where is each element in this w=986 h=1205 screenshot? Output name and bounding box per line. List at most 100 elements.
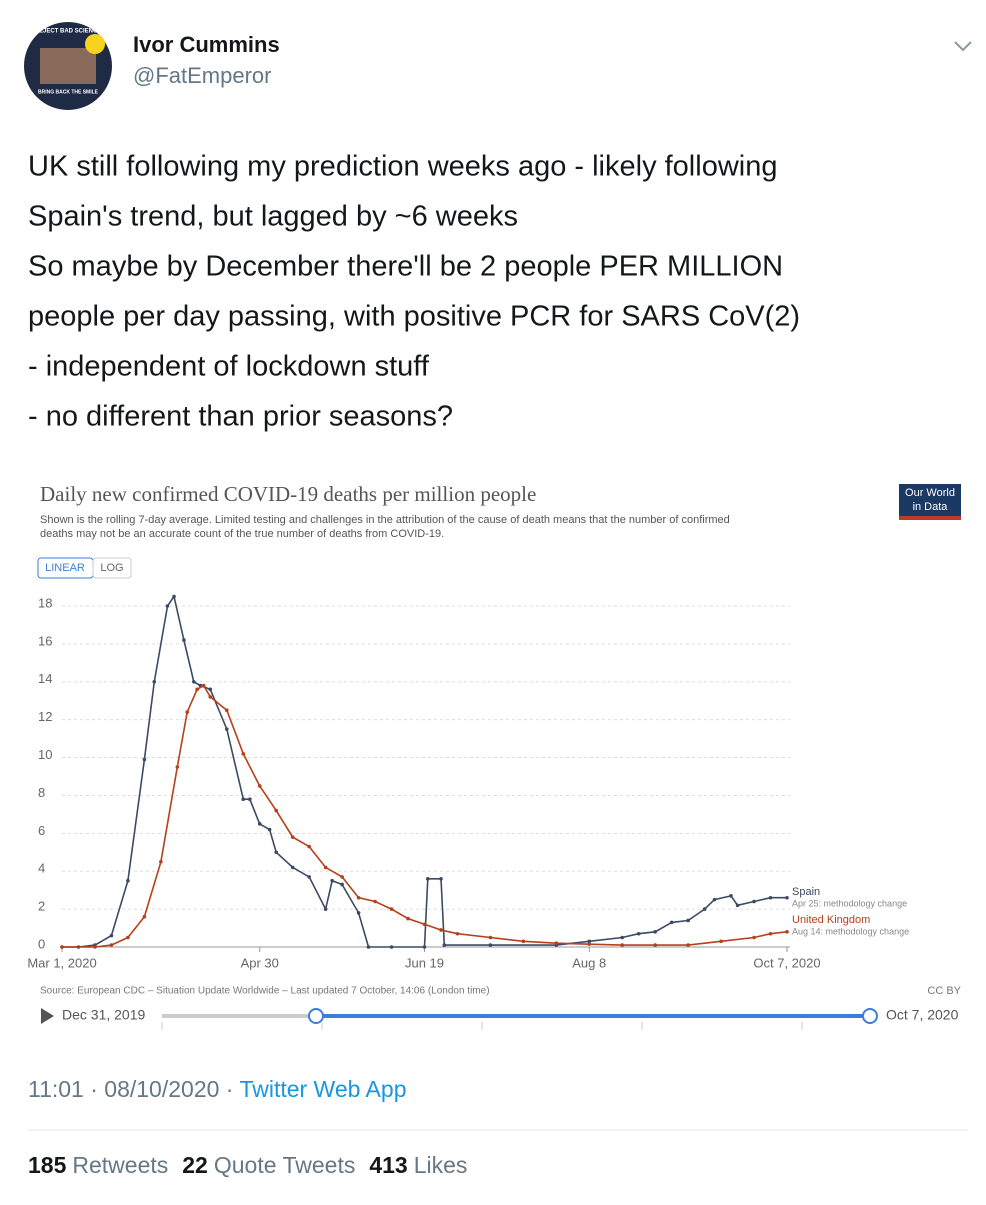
data-point — [636, 931, 641, 936]
data-point — [356, 911, 361, 915]
data-point — [182, 638, 186, 642]
y-tick-label: 4 — [38, 861, 45, 876]
data-point — [425, 877, 430, 881]
data-point — [669, 920, 674, 925]
chart-subtitle: Shown is the rolling 7-day average. Limi… — [40, 514, 730, 526]
data-point — [201, 683, 206, 688]
data-point — [620, 935, 625, 940]
user-name[interactable]: Ivor Cummins — [133, 32, 280, 57]
tweet-line: people per day passing, with positive PC… — [28, 301, 800, 333]
x-tick-label: Aug 8 — [572, 955, 606, 970]
linear-label: LINEAR — [45, 562, 85, 574]
data-point — [109, 943, 114, 947]
client[interactable]: Twitter Web App — [239, 1076, 406, 1102]
owid-logo-text: Our World — [905, 487, 955, 499]
y-tick-label: 10 — [38, 747, 52, 762]
y-tick-label: 8 — [38, 785, 45, 800]
timestamp[interactable]: 11:01 · 08/10/2020 · Twitter Web App — [28, 1076, 406, 1102]
x-tick-label: Apr 30 — [241, 955, 279, 970]
source-note: Source: European CDC – Situation Update … — [40, 986, 490, 997]
series-note: Apr 25: methodology change — [792, 898, 907, 908]
avatar-text: REJECT BAD SCIENCE — [35, 29, 102, 35]
data-point — [323, 907, 328, 911]
data-point — [587, 939, 592, 944]
y-tick-label: 12 — [38, 709, 52, 724]
data-point — [785, 895, 789, 900]
data-point — [455, 931, 460, 936]
data-point — [488, 935, 493, 940]
data-point — [356, 895, 361, 900]
data-point — [389, 907, 394, 911]
tweet-line: Spain's trend, but lagged by ~6 weeks — [28, 201, 518, 233]
license: CC BY — [927, 985, 961, 997]
data-point — [274, 808, 279, 813]
x-tick-label: Mar 1, 2020 — [27, 955, 96, 970]
data-point — [768, 895, 773, 900]
data-point — [768, 931, 773, 936]
x-tick-label: Jun 19 — [405, 955, 444, 970]
series-line — [62, 684, 788, 948]
data-point — [735, 903, 740, 908]
data-point — [323, 865, 328, 870]
data-point — [653, 930, 657, 934]
data-point — [290, 865, 295, 870]
data-point — [340, 875, 344, 879]
owid-logo-bar — [899, 516, 961, 520]
play-button[interactable] — [41, 1008, 54, 1024]
tweet-line: So maybe by December there'll be 2 peopl… — [28, 251, 783, 283]
data-point — [389, 945, 394, 949]
data-point — [257, 784, 262, 788]
data-point — [752, 935, 756, 940]
stat-count: 413 — [369, 1152, 407, 1178]
data-point — [208, 695, 213, 699]
owid-logo[interactable] — [899, 484, 961, 520]
tweet-line: UK still following my prediction weeks a… — [28, 151, 777, 183]
y-tick-label: 6 — [38, 823, 45, 838]
timeline-start: Dec 31, 2019 — [62, 1007, 145, 1023]
timeline-ticks — [161, 1022, 803, 1030]
y-tick-label: 16 — [38, 633, 52, 648]
data-point — [159, 859, 163, 864]
chart-subtitle: deaths may not be an accurate count of t… — [40, 528, 444, 540]
tweet-text: UK still following my prediction weeks a… — [28, 151, 800, 433]
data-point — [686, 918, 690, 923]
data-point — [620, 943, 625, 947]
log-label: LOG — [100, 562, 123, 574]
data-point — [224, 727, 229, 731]
data-point — [330, 878, 335, 883]
data-point — [241, 751, 246, 756]
time: 11:01 · 08/10/2020 — [28, 1076, 219, 1102]
data-point — [224, 708, 229, 712]
series-label: Spain — [792, 886, 820, 898]
stat-label: Quote Tweets — [214, 1152, 356, 1178]
data-point — [60, 945, 64, 949]
data-point — [554, 941, 559, 946]
data-point — [257, 822, 262, 826]
data-point — [142, 914, 147, 919]
avatar-smiley — [85, 34, 105, 54]
avatar-photo — [40, 48, 96, 84]
data-point — [488, 943, 493, 947]
data-point — [729, 894, 733, 898]
data-point — [248, 797, 252, 802]
data-point — [439, 928, 443, 932]
stat-count: 22 — [182, 1152, 208, 1178]
stat-count: 185 — [28, 1152, 67, 1178]
data-point — [152, 679, 157, 684]
data-point — [521, 939, 526, 944]
data-point — [719, 939, 723, 944]
data-point — [307, 844, 311, 849]
data-point — [195, 687, 199, 692]
data-point — [93, 945, 97, 949]
log-button[interactable] — [92, 557, 132, 579]
series-note: Aug 14: methodology change — [792, 926, 909, 936]
data-point — [267, 827, 272, 832]
y-tick-label: 0 — [38, 936, 45, 951]
user-handle[interactable]: @FatEmperor — [133, 63, 271, 88]
timeline-handle[interactable] — [862, 1008, 878, 1024]
menu-caret[interactable] — [954, 41, 972, 52]
timeline-handle[interactable] — [308, 1008, 324, 1024]
owid-logo-text: in Data — [913, 501, 949, 513]
data-point — [142, 757, 147, 762]
